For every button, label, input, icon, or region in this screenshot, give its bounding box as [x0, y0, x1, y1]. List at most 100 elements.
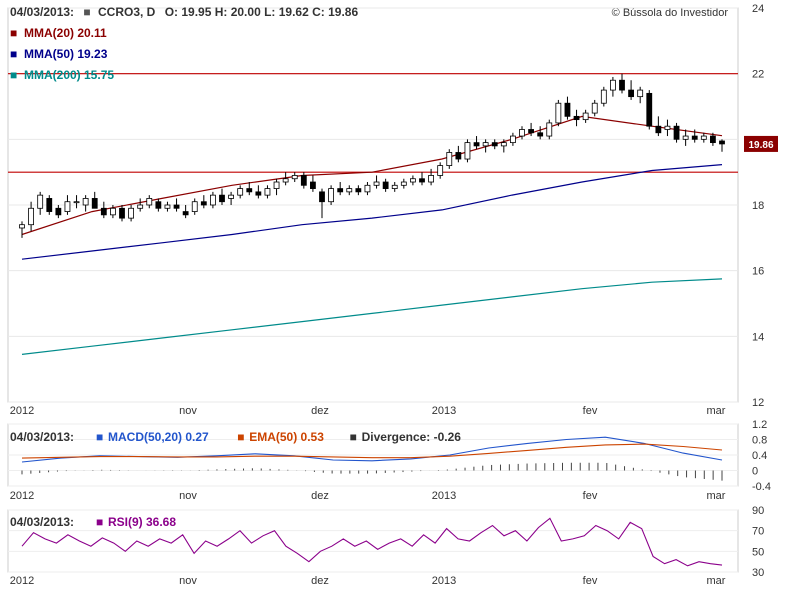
legend-label: RSI(9) 36.68 [108, 515, 176, 529]
legend-swatch-icon: ■ [10, 68, 17, 82]
candle-body [219, 194, 225, 203]
candle-body [446, 152, 453, 166]
rsi-panel: 30 50 70 90 04/03/2013: ■ RSI(9) 36.68 [7, 505, 764, 579]
x-tick-label: 2012 [10, 405, 34, 417]
legend-label: EMA(50) 0.53 [249, 430, 324, 444]
x-tick-label: 2012 [10, 490, 34, 502]
rsi-y-tick: 90 [752, 505, 764, 517]
price-x-axis: 2012 nov dez 2013 fev mar [10, 405, 726, 417]
x-tick-label: dez [311, 490, 329, 502]
candle-body [210, 194, 216, 206]
candle-body [537, 132, 544, 137]
legend-swatch-icon: ■ [96, 515, 103, 529]
candle-body [37, 194, 44, 209]
candle-body [610, 79, 616, 91]
macd-y-tick: 1.2 [752, 419, 767, 431]
candle-body [337, 188, 344, 193]
rsi-lines [21, 517, 723, 567]
price-y-tick: 24 [752, 3, 764, 15]
candle-body [255, 191, 262, 196]
candle-body [28, 207, 34, 226]
candle-body [64, 201, 71, 212]
candle-body [646, 92, 653, 127]
price-header-symbol: CCRO3, D [98, 5, 156, 19]
rsi-y-tick: 50 [752, 546, 764, 558]
macd-header-date: 04/03/2013: [10, 430, 74, 444]
candle-body [519, 129, 525, 137]
candle-body [319, 191, 325, 203]
x-tick-label: fev [583, 490, 598, 502]
price-y-tick: 16 [752, 266, 764, 278]
macd-y-tick: 0.4 [752, 450, 767, 462]
candle-body [437, 165, 444, 176]
candle-body [373, 181, 380, 186]
candle-body [382, 181, 389, 189]
legend-label: MMA(50) 19.23 [24, 47, 108, 61]
candle-body [110, 207, 116, 216]
legend-swatch-icon: ■ [96, 430, 103, 444]
candle-body [637, 89, 644, 98]
candle-body [582, 112, 589, 121]
candle-body [628, 89, 634, 98]
candle-body [155, 201, 162, 209]
candle-body [700, 135, 707, 140]
rsi-legend: ■ RSI(9) 36.68 [96, 515, 176, 529]
macd-y-tick: -0.4 [752, 481, 771, 493]
moving-average-line [21, 164, 723, 260]
candle-body [164, 204, 171, 209]
candle-body [491, 142, 498, 147]
candle-body [691, 135, 698, 140]
macd-panel: -0.4 0 0.4 0.8 1.2 04/03/2013: ■ MACD(50,20) … [7, 419, 771, 493]
price-y-tick: 12 [752, 397, 764, 409]
rsi-grid [8, 509, 738, 573]
macd-legend: ■ MACD(50,20) 0.27 ■ EMA(50) 0.53 ■ Divergenc… [96, 430, 461, 444]
legend-swatch-icon: ■ [10, 26, 17, 40]
legend-label: MMA(200) 15.75 [24, 68, 114, 82]
rsi-header-date: 04/03/2013: [10, 515, 74, 529]
candle-body [710, 135, 716, 144]
candle-body [546, 122, 553, 137]
candle-body [328, 188, 334, 203]
last-price-tag-label: 19.86 [748, 140, 773, 151]
moving-average-line [21, 278, 723, 355]
candle-body [464, 142, 471, 160]
macd-header: 04/03/2013: [10, 430, 74, 444]
candle-body [228, 194, 234, 199]
candle-body [182, 211, 189, 216]
legend-swatch-icon: ■ [10, 47, 17, 61]
candle-body [428, 175, 434, 183]
candle-body [410, 178, 416, 183]
candle-body [119, 207, 125, 219]
price-panel: 12141618202224 19.86 04/03/2013: ■ CCRO3… [7, 3, 778, 409]
candle-body [237, 188, 244, 196]
candle-body [82, 198, 89, 206]
candle-body [246, 188, 253, 193]
candle-body [200, 201, 207, 206]
macd-x-axis: 2012 nov dez 2013 fev mar [10, 490, 726, 502]
price-header: 04/03/2013: ■ CCRO3, D O: 19.95 H: 20.00… [10, 5, 358, 19]
price-header-date: 04/03/2013: [10, 5, 74, 19]
price-moving-averages [21, 115, 723, 355]
x-tick-label: 2013 [432, 575, 456, 587]
candle-body [19, 224, 25, 229]
rsi-series-line [21, 517, 723, 567]
candle-body [282, 178, 289, 183]
candle-body [273, 181, 280, 189]
candle-body [46, 198, 53, 212]
x-tick-label: nov [179, 405, 197, 417]
candle-body [673, 125, 680, 140]
rsi-x-axis: 2012 nov dez 2013 fev mar [10, 575, 726, 587]
candle-body [391, 184, 398, 189]
candle-body [291, 175, 298, 180]
x-tick-label: nov [179, 575, 197, 587]
price-candles [19, 73, 725, 238]
rsi-y-tick: 70 [752, 526, 764, 538]
candle-body [73, 201, 80, 204]
rsi-y-tick: 30 [752, 567, 764, 579]
candle-body [528, 129, 534, 134]
x-tick-label: nov [179, 490, 197, 502]
candle-body [91, 198, 98, 209]
macd-lines [21, 436, 723, 463]
candle-body [455, 152, 462, 160]
rsi-header: 04/03/2013: [10, 515, 74, 529]
